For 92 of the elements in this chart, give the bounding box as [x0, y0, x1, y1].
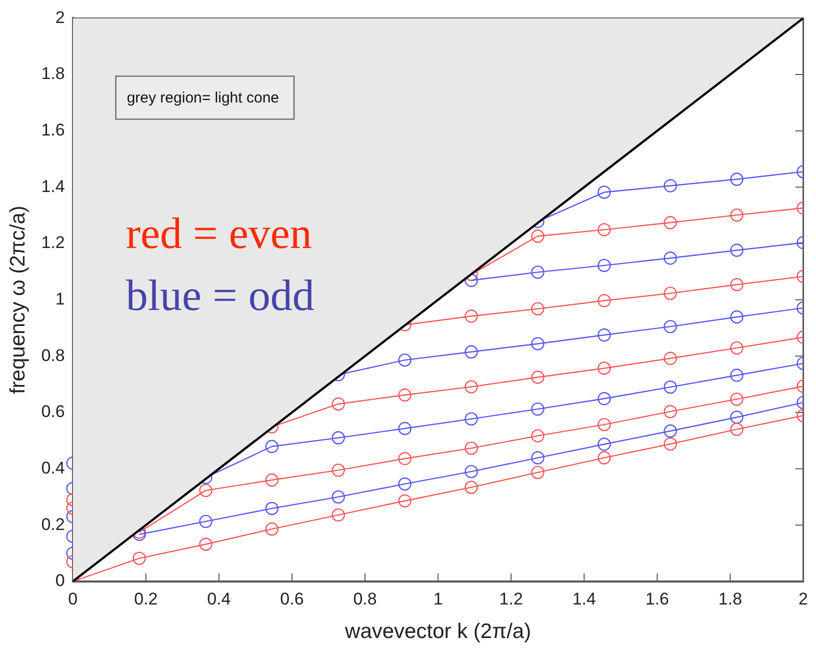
point — [730, 310, 744, 324]
point — [730, 278, 744, 292]
point — [664, 380, 677, 394]
annotation: grey region= light cone — [126, 89, 280, 106]
point — [531, 266, 544, 279]
point — [464, 442, 478, 455]
point — [464, 480, 478, 494]
x-tick-label: 0.4 — [207, 589, 231, 608]
point — [464, 380, 478, 394]
point — [199, 514, 212, 528]
x-tick-label: 0.8 — [353, 589, 377, 608]
point — [332, 397, 345, 411]
point — [332, 431, 345, 444]
point — [531, 451, 544, 464]
point — [730, 368, 744, 382]
point — [664, 404, 677, 418]
point — [598, 451, 611, 464]
point — [598, 362, 611, 375]
point — [664, 320, 677, 334]
point — [730, 392, 744, 406]
x-tick-label: 1.6 — [645, 589, 670, 608]
point — [464, 345, 478, 358]
point — [664, 437, 677, 451]
point — [598, 223, 611, 236]
point — [398, 494, 412, 508]
point — [598, 258, 611, 272]
point — [598, 186, 611, 199]
y-tick-label: 2 — [55, 8, 65, 27]
point — [398, 477, 412, 491]
point — [332, 464, 345, 477]
point — [531, 230, 544, 243]
point — [664, 286, 677, 300]
point — [730, 422, 744, 436]
point — [199, 538, 212, 551]
point — [531, 402, 544, 416]
y-tick-label: 1.4 — [41, 176, 65, 196]
y-tick-label: 1.2 — [41, 233, 65, 252]
y-tick-label: 0.6 — [41, 402, 65, 422]
point — [464, 310, 478, 323]
point — [598, 294, 611, 308]
point — [332, 490, 345, 504]
point — [598, 418, 611, 432]
point — [398, 388, 412, 402]
point — [398, 452, 412, 466]
point — [531, 429, 544, 442]
y-tick-label: 1 — [55, 289, 65, 308]
point — [265, 440, 278, 454]
y-tick-label: 0.8 — [41, 346, 65, 365]
y-tick-label: 0.4 — [41, 458, 65, 478]
point — [265, 522, 278, 536]
y-tick-label: 1.8 — [41, 64, 65, 84]
point — [664, 216, 677, 230]
point — [664, 424, 677, 438]
point — [398, 422, 412, 436]
point — [531, 302, 544, 316]
point — [598, 438, 611, 451]
point — [730, 410, 744, 424]
x-tick-label: 0.2 — [134, 589, 158, 608]
point — [598, 328, 611, 342]
annotation: red = even — [126, 209, 312, 258]
point — [664, 352, 677, 365]
point — [265, 502, 278, 516]
y-axis-title: frequency ω (2πc/a) — [6, 206, 30, 394]
point — [730, 208, 744, 222]
point — [398, 353, 412, 367]
point — [730, 341, 744, 355]
point — [598, 392, 611, 406]
point — [464, 464, 478, 478]
x-tick-label: 2 — [798, 589, 808, 608]
y-tick-label: 1.6 — [41, 120, 65, 140]
x-tick-label: 1 — [433, 589, 443, 608]
point — [664, 252, 677, 265]
point — [265, 473, 278, 487]
point — [132, 552, 146, 565]
x-tick-label: 0 — [68, 589, 78, 608]
point — [531, 466, 544, 480]
annotation: blue = odd — [126, 271, 314, 320]
point — [531, 337, 544, 350]
point — [531, 370, 544, 384]
point — [464, 412, 478, 426]
y-tick-label: 0.2 — [41, 514, 65, 534]
x-axis-title: wavevector k (2π/a) — [344, 620, 532, 644]
point — [332, 508, 345, 522]
x-tick-label: 1.4 — [572, 589, 596, 608]
y-tick-label: 0 — [55, 571, 65, 590]
point — [730, 244, 744, 257]
point — [730, 172, 744, 186]
point — [199, 484, 212, 498]
x-tick-label: 1.2 — [499, 589, 523, 608]
x-tick-label: 0.6 — [280, 589, 304, 608]
x-tick-label: 1.8 — [718, 589, 742, 608]
point — [664, 179, 677, 192]
